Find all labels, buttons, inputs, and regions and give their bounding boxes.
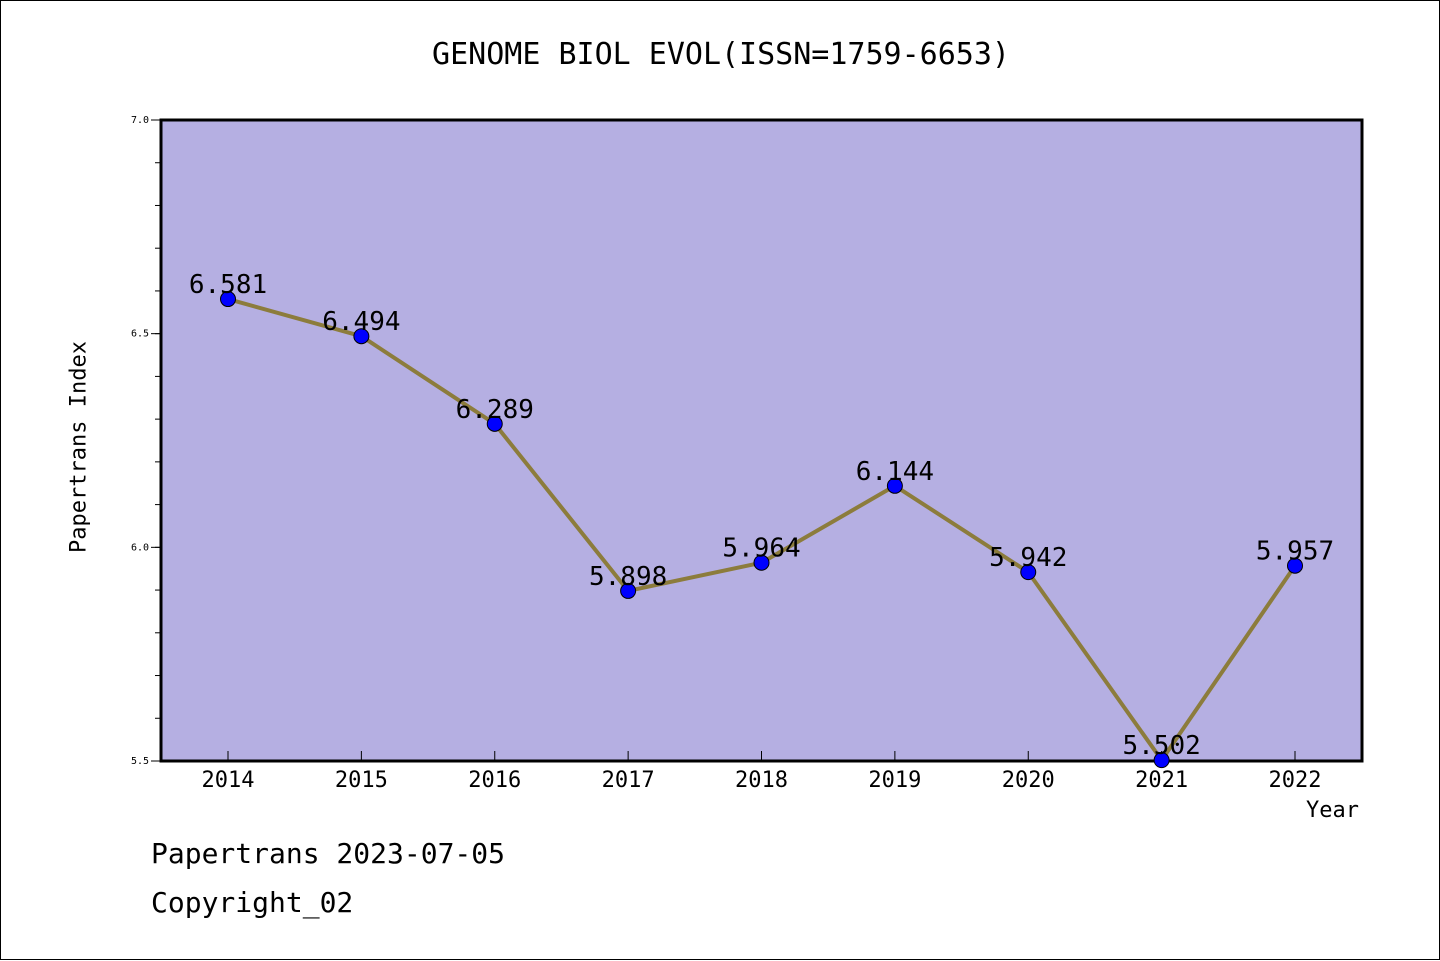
data-point [753, 554, 770, 571]
x-tick-label: 2020 [1002, 768, 1055, 793]
data-labels: 6.581 6.494 6.289 5.898 5.964 6.144 5.942 5.502… [189, 270, 1334, 761]
x-tick-label: 2019 [868, 768, 921, 793]
y-tick-label: 7.0 [131, 115, 149, 126]
data-point [220, 291, 236, 308]
data-label: 6.144 [856, 457, 934, 487]
x-axis: 2014 2015 2016 2017 2018 2019 2020 2021 2022 [202, 751, 1322, 793]
data-point [620, 582, 637, 599]
y-axis: 5.5 6.0 6.5 7.0 [131, 115, 161, 767]
data-point [1020, 564, 1037, 581]
data-label: 6.581 [189, 270, 267, 300]
data-point [1287, 557, 1303, 574]
data-point [353, 328, 370, 345]
x-axis-label: Year [1306, 798, 1359, 823]
data-label: 5.942 [989, 543, 1067, 573]
x-tick-label: 2018 [735, 768, 788, 793]
x-tick-label: 2015 [335, 768, 388, 793]
data-label: 6.289 [456, 395, 534, 425]
x-tick-label: 2017 [602, 768, 655, 793]
plot-area [159, 118, 1364, 763]
x-tick-label: 2022 [1269, 768, 1322, 793]
y-tick-label: 6.0 [131, 542, 149, 553]
chart-title: GENOME BIOL EVOL(ISSN=1759-6653) [432, 37, 1010, 72]
data-label: 5.964 [722, 534, 800, 564]
data-point [886, 477, 903, 494]
data-label: 5.957 [1256, 537, 1334, 567]
series [220, 291, 1303, 769]
x-tick-label: 2016 [468, 768, 521, 793]
data-label: 5.502 [1122, 731, 1200, 761]
footer-copyright: Copyright_02 [151, 886, 354, 919]
data-label: 6.494 [322, 307, 400, 337]
data-point [486, 415, 503, 432]
footer-date: Papertrans 2023-07-05 [151, 837, 506, 870]
data-point [1153, 752, 1170, 769]
y-tick-label: 5.5 [131, 756, 149, 767]
x-tick-label: 2021 [1135, 768, 1188, 793]
y-tick-label: 6.5 [131, 329, 149, 340]
data-label: 5.898 [589, 562, 667, 592]
x-tick-label: 2014 [202, 768, 255, 793]
